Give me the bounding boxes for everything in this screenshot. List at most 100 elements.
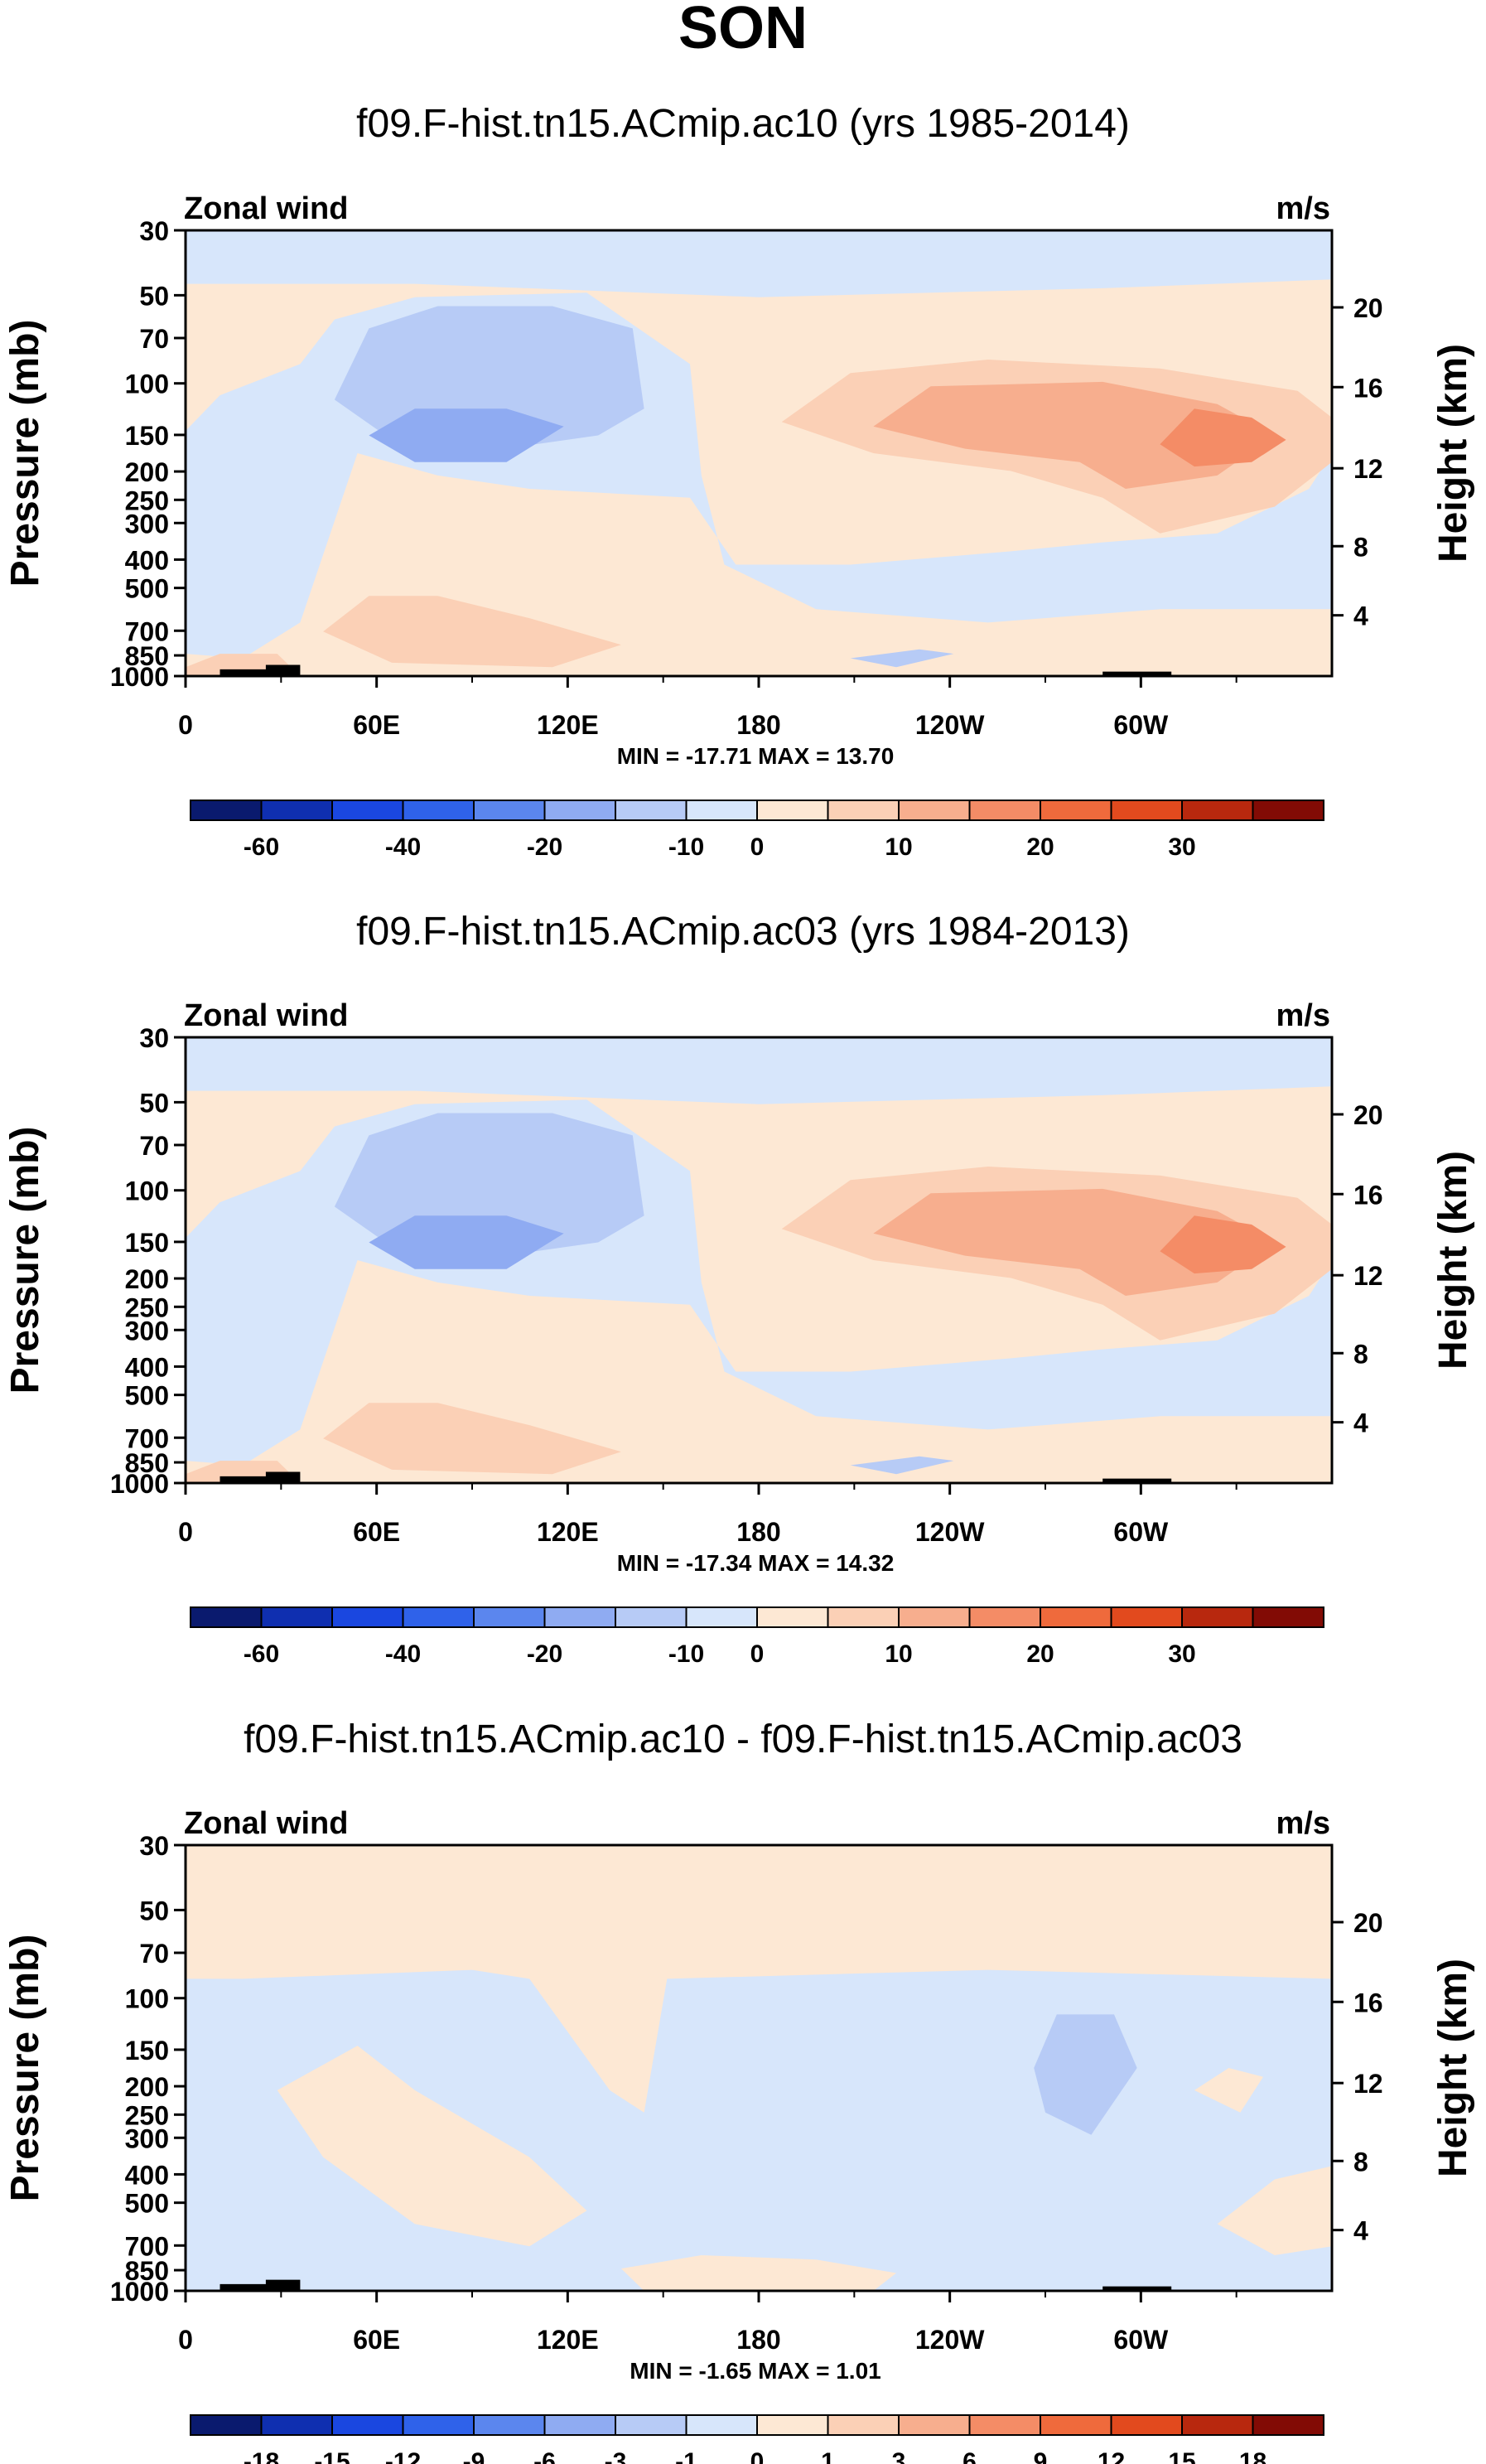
contour-band-0-to-1 (277, 2046, 587, 2247)
y-tick-label: 150 (125, 2036, 169, 2065)
colorbar-box (685, 800, 758, 821)
y2-axis-label: Height (km) (1431, 344, 1475, 563)
colorbar-box (1252, 1606, 1324, 1628)
y2-tick-label: 8 (1353, 2147, 1368, 2177)
colorbar-box (473, 800, 546, 821)
colorbar-box (260, 1606, 333, 1628)
y-tick-label: 850 (125, 1448, 169, 1478)
contour-band-0-to-1 (1194, 2068, 1263, 2113)
y-tick-label: 30 (139, 1023, 169, 1053)
y2-tick-label: 4 (1353, 2216, 1368, 2246)
y-tick-label: 1000 (110, 2277, 169, 2307)
colorbar-box (331, 800, 404, 821)
colorbar-label: 10 (885, 833, 912, 861)
x-tick-label: 60W (1113, 710, 1169, 740)
contour-band-neg-5-to-0 (186, 1037, 1332, 1104)
y-tick-label: 150 (125, 1228, 169, 1258)
colorbar-box (615, 1606, 688, 1628)
y-tick-label: 850 (125, 641, 169, 671)
plot-area (186, 1037, 1332, 1483)
x-tick-label: 120W (915, 710, 985, 740)
y-tick-label: 700 (125, 1423, 169, 1453)
colorbar-box (402, 1606, 475, 1628)
contour-band-5-to-10 (323, 596, 621, 668)
colorbar-label: -6 (533, 2448, 556, 2464)
colorbar-box (756, 2414, 829, 2436)
y-tick-label: 70 (139, 1939, 169, 1969)
y2-tick-label: 16 (1353, 373, 1383, 403)
colorbar-box (968, 2414, 1041, 2436)
y-tick-label: 250 (125, 2100, 169, 2130)
y-tick-label: 100 (125, 1176, 169, 1206)
x-tick-label: 120E (537, 1517, 599, 1547)
x-tick-label: 0 (178, 710, 193, 740)
y2-tick-label: 12 (1353, 2069, 1383, 2099)
contour-band-neg-15-to-10 (369, 1215, 564, 1269)
y2-tick-label: 4 (1353, 1408, 1368, 1438)
colorbar-label: 0 (750, 1640, 765, 1668)
colorbar-box (827, 800, 900, 821)
colorbar-label: -10 (668, 833, 704, 861)
colorbar-label: 10 (885, 1640, 912, 1668)
colorbar-label: 0 (750, 833, 765, 861)
colorbar-label: -40 (385, 1640, 421, 1668)
colorbar-box (1252, 2414, 1324, 2436)
colorbar-box (402, 800, 475, 821)
colorbar-box (473, 1606, 546, 1628)
contour-band-neg-3-to-1 (1034, 2014, 1137, 2135)
y-tick-label: 30 (139, 1831, 169, 1861)
y2-tick-label: 4 (1353, 602, 1368, 631)
y2-tick-label: 20 (1353, 293, 1383, 323)
colorbar-label: 30 (1168, 1640, 1195, 1668)
x-tick-label: 120E (537, 2325, 599, 2355)
colorbar-label: -10 (668, 1640, 704, 1668)
y-tick-label: 500 (125, 574, 169, 604)
x-tick-label: 60E (353, 710, 400, 740)
x-tick-label: 180 (736, 710, 780, 740)
y-tick-label: 300 (125, 509, 169, 539)
units-label: m/s (1276, 998, 1330, 1033)
colorbar-label: 0 (750, 2448, 765, 2464)
colorbar-box (1181, 2414, 1254, 2436)
x-tick-label: 180 (736, 2325, 780, 2355)
y2-tick-label: 20 (1353, 1100, 1383, 1130)
colorbar-label: -12 (385, 2448, 421, 2464)
y-tick-label: 150 (125, 421, 169, 451)
y2-tick-label: 12 (1353, 1261, 1383, 1291)
colorbar-box (1181, 1606, 1254, 1628)
y-tick-label: 400 (125, 1352, 169, 1382)
y-tick-label: 70 (139, 324, 169, 354)
colorbar-label: -3 (605, 2448, 627, 2464)
y2-tick-label: 16 (1353, 1988, 1383, 2017)
units-label: m/s (1276, 191, 1330, 226)
topography (220, 1476, 277, 1483)
colorbar-box (260, 800, 333, 821)
field-label: Zonal wind (184, 998, 348, 1033)
colorbar-box (473, 2414, 546, 2436)
plot-area (186, 230, 1332, 676)
y-tick-label: 70 (139, 1131, 169, 1161)
y-tick-label: 300 (125, 2123, 169, 2153)
y2-tick-label: 16 (1353, 1180, 1383, 1210)
y-tick-label: 850 (125, 2256, 169, 2286)
colorbar-label: 20 (1026, 1640, 1054, 1668)
colorbar-label: 9 (1034, 2448, 1048, 2464)
page-title: SON (678, 0, 808, 61)
colorbar-box (827, 2414, 900, 2436)
contour-band-10-to-15 (873, 381, 1275, 489)
y2-tick-label: 20 (1353, 1908, 1383, 1938)
colorbar-box (1040, 2414, 1112, 2436)
colorbar-label: -40 (385, 833, 421, 861)
colorbar-box (190, 2414, 263, 2436)
colorbar-box (1181, 800, 1254, 821)
contour-band-5-to-10 (323, 1403, 621, 1475)
contour-band-0-to-1 (186, 1845, 1332, 2113)
colorbar-box (1110, 800, 1183, 821)
y-tick-label: 400 (125, 545, 169, 575)
colorbar-box (1110, 2414, 1183, 2436)
colorbar-box (615, 2414, 688, 2436)
y-tick-label: 50 (139, 1088, 169, 1118)
colorbar-box (190, 1606, 263, 1628)
colorbar-box (1110, 1606, 1183, 1628)
